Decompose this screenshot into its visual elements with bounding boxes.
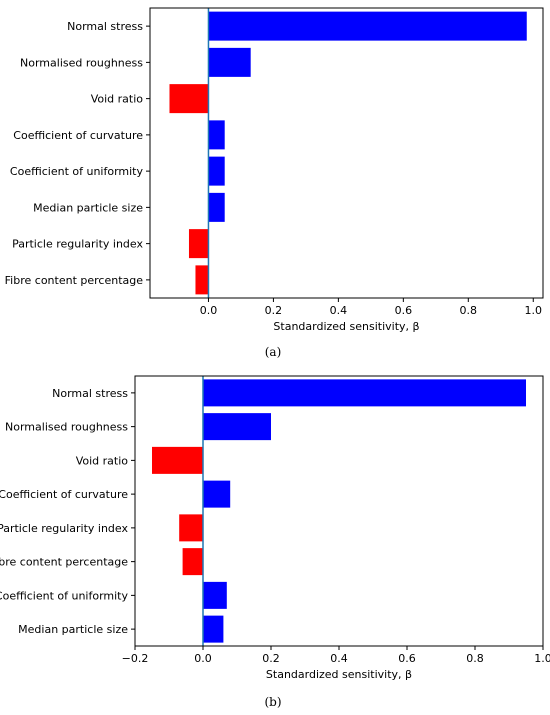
- bar-particle-regularity-index: [179, 514, 203, 542]
- y-tick-label: Normalised roughness: [5, 421, 128, 434]
- y-tick-label: Coefficient of curvature: [13, 129, 143, 142]
- y-tick-label: Fibre content percentage: [5, 274, 144, 287]
- bar-normal-stress: [203, 379, 526, 407]
- plot-frame: [134, 375, 544, 647]
- x-tick-label: 1.0: [534, 652, 550, 665]
- bar-fibre-content-percentage: [195, 265, 209, 295]
- x-axis-title: Standardized sensitivity, β: [266, 668, 412, 681]
- x-tick-label: 0.6: [395, 304, 413, 317]
- bar-median-particle-size: [203, 615, 224, 643]
- x-tick-label: 0.4: [330, 652, 348, 665]
- bar-coefficient-of-curvature: [208, 120, 225, 150]
- x-tick-label: 0.6: [398, 652, 416, 665]
- y-tick-label: Particle regularity index: [12, 238, 143, 251]
- x-tick-label: 0.8: [460, 304, 478, 317]
- bar-fibre-content-percentage: [182, 548, 203, 576]
- bar-coefficient-of-curvature: [203, 480, 231, 508]
- caption-b: (b): [264, 695, 281, 709]
- bar-median-particle-size: [208, 192, 225, 222]
- y-tick-label: Coefficient of uniformity: [10, 165, 144, 178]
- chart-b: Normal stress Normalised roughness Void ra…: [0, 375, 550, 681]
- x-tick-label: 0.2: [262, 652, 280, 665]
- y-tick-label: Median particle size: [18, 623, 128, 636]
- bar-void-ratio: [152, 446, 203, 474]
- y-tick-label: Void ratio: [91, 93, 144, 106]
- y-tick-label: Void ratio: [76, 454, 129, 467]
- bar-coefficient-of-uniformity: [203, 581, 227, 609]
- caption-a: (a): [265, 345, 282, 359]
- y-tick-label: Particle regularity index: [0, 522, 128, 535]
- x-tick-label: 0.2: [265, 304, 283, 317]
- y-tick-label: Coefficient of curvature: [0, 488, 128, 501]
- bar-normalised-roughness: [203, 413, 271, 441]
- x-axis-title: Standardized sensitivity, β: [273, 320, 419, 333]
- y-tick-label: Normal stress: [67, 20, 143, 33]
- x-tick-label: 0.0: [200, 304, 218, 317]
- y-tick-label: Normal stress: [52, 387, 128, 400]
- chart-a: Normal stress Normalised roughness Void ra…: [5, 7, 544, 333]
- plot-frame: [149, 7, 544, 299]
- bar-particle-regularity-index: [188, 229, 209, 259]
- bar-normalised-roughness: [208, 47, 251, 77]
- x-tick-label: 0.0: [194, 652, 212, 665]
- y-tick-label: Median particle size: [33, 201, 143, 214]
- x-tick-label: 0.8: [466, 652, 484, 665]
- bar-void-ratio: [169, 84, 209, 114]
- y-tick-label: Coefficient of uniformity: [0, 589, 128, 602]
- x-tick-label: −0.2: [122, 652, 149, 665]
- bar-normal-stress: [208, 11, 527, 41]
- x-tick-label: 0.4: [330, 304, 348, 317]
- bar-coefficient-of-uniformity: [208, 156, 225, 186]
- y-tick-label: Fibre content percentage: [0, 556, 128, 569]
- x-tick-label: 1.0: [525, 304, 543, 317]
- y-tick-label: Normalised roughness: [20, 56, 143, 69]
